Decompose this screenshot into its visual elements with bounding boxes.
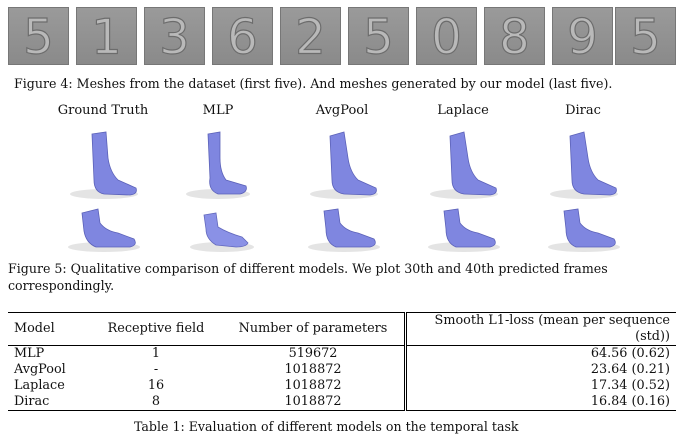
digit-mesh-image: 0 [416,7,477,65]
model-label-dirac: Dirac [565,103,601,118]
leg-mesh-frame40-ground-truth [52,205,152,253]
model-label-avgpool: AvgPool [315,103,369,118]
table-row: Laplace 16 1018872 17.34 (0.52) [8,378,676,394]
cell-model: Dirac [14,394,50,409]
digit-mesh-image: 2 [280,7,341,65]
cell-receptive-field: 1 [151,346,161,361]
cell-parameters: 1018872 [222,378,407,394]
digit-glyph: 9 [567,9,598,64]
digit-mesh-image: 9 [552,7,613,65]
digit-mesh-image: 5 [8,7,69,65]
figure4-caption: Figure 4: Meshes from the dataset (first… [14,76,613,91]
digit-glyph: 0 [431,9,462,64]
cell-model: MLP [14,346,45,361]
header-model: Model [14,321,55,336]
digit-mesh-image: 1 [76,7,137,65]
cell-loss: 17.34 (0.52) [590,378,670,393]
cell-model: AvgPool [14,362,66,377]
cell-model: Laplace [14,378,65,393]
cell-loss: 23.64 (0.21) [590,362,670,377]
cell-loss: 64.56 (0.62) [590,346,670,361]
digit-glyph: 5 [363,9,394,64]
table-header-row: Model Receptive field Number of paramete… [8,312,676,346]
cell-parameters: 1018872 [222,394,407,411]
digit-mesh-image: 5 [615,7,676,65]
leg-mesh-frame30-mlp [168,128,268,200]
header-receptive-field: Receptive field [107,321,205,336]
model-label-mlp: MLP [202,103,234,118]
table-row: AvgPool - 1018872 23.64 (0.21) [8,362,676,378]
digit-glyph: 5 [23,9,54,64]
digit-glyph: 1 [91,9,122,64]
cell-receptive-field: 8 [151,394,161,409]
digit-glyph: 6 [227,9,258,64]
digit-glyph: 5 [630,9,661,64]
figure4-digit-strip: 5 1 3 6 2 5 0 8 9 5 [8,7,676,67]
table1-caption: Table 1: Evaluation of different models … [134,419,519,434]
cell-loss: 16.84 (0.16) [590,394,670,409]
results-table: Model Receptive field Number of paramete… [8,312,676,411]
model-label-ground-truth: Ground Truth [57,103,149,118]
leg-mesh-frame40-mlp [168,205,268,253]
digit-mesh-image: 6 [212,7,273,65]
digit-mesh-image: 3 [144,7,205,65]
leg-mesh-frame30-dirac [532,128,632,200]
leg-mesh-frame40-dirac [532,205,632,253]
figure5-caption-line1: Figure 5: Qualitative comparison of diff… [8,261,608,276]
digit-glyph: 3 [159,9,190,64]
cell-receptive-field: - [153,362,159,377]
table-row: MLP 1 519672 64.56 (0.62) [8,345,676,362]
digit-glyph: 8 [499,9,530,64]
leg-mesh-frame40-laplace [412,205,512,253]
digit-glyph: 2 [295,9,326,64]
cell-receptive-field: 16 [147,378,165,393]
model-label-laplace: Laplace [437,103,489,118]
digit-mesh-image: 8 [484,7,545,65]
figure5-caption-line2: correspondingly. [8,278,115,293]
table-row: Dirac 8 1018872 16.84 (0.16) [8,394,676,411]
leg-mesh-frame30-avgpool [292,128,392,200]
cell-parameters: 1018872 [222,362,407,378]
header-loss: Smooth L1-loss (mean per sequence (std)) [434,313,670,344]
header-parameters: Number of parameters [222,312,407,346]
leg-mesh-frame40-avgpool [292,205,392,253]
leg-mesh-frame30-ground-truth [52,128,152,200]
leg-mesh-frame30-laplace [412,128,512,200]
digit-mesh-image: 5 [348,7,409,65]
cell-parameters: 519672 [222,345,407,362]
